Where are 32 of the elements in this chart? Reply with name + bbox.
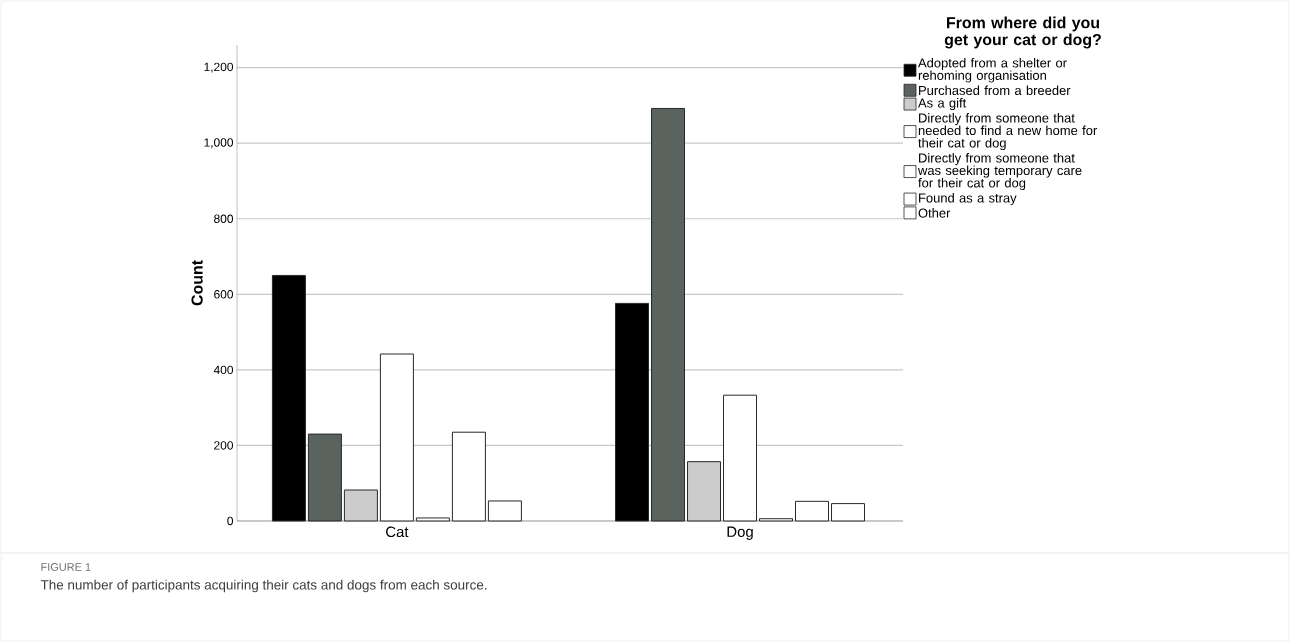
bar — [379, 353, 414, 522]
bar — [487, 500, 522, 522]
legend-label: Found as a stray — [919, 193, 1017, 206]
y-tick-label: 400 — [213, 365, 234, 375]
legend-label: As a gift — [918, 98, 967, 111]
y-tick-label: 1,200 — [204, 62, 234, 73]
caption: FIGURE 1 — [41, 563, 91, 571]
y-tick-label: 1,000 — [204, 138, 234, 149]
legend-title: From where did you get your cat or dog? — [944, 16, 1101, 49]
x-tick-label: Dog — [727, 526, 753, 540]
bar — [831, 503, 866, 522]
y-tick-label: 0 — [227, 516, 234, 526]
bar — [723, 394, 758, 522]
legend-label: Directly from someone that was seeking temporary care for their cat or dog — [917, 153, 1082, 191]
bar — [343, 489, 378, 522]
bar — [415, 517, 450, 522]
x-tick-label: Cat — [386, 526, 409, 538]
bar — [795, 500, 830, 522]
y-axis-title: Count — [191, 260, 203, 306]
bar — [687, 461, 722, 522]
legend-label: Directly from someone that needed to find a new home for their cat or dog — [918, 113, 1098, 151]
text: The number of participants acquiring their cats and dogs from each source. — [40, 579, 487, 593]
bar — [759, 518, 794, 522]
bar — [615, 302, 650, 522]
y-tick-label: 600 — [214, 290, 234, 299]
legend-label: Other — [918, 208, 951, 218]
y-tick-label: 800 — [214, 214, 234, 223]
y-tick-label: 200 — [214, 441, 234, 450]
legend-label: Purchased from a breeder — [919, 85, 1071, 96]
bar — [271, 274, 306, 522]
legend-label: Adopted from a shelter or rehoming organisation — [918, 57, 1067, 83]
bar — [451, 431, 486, 522]
